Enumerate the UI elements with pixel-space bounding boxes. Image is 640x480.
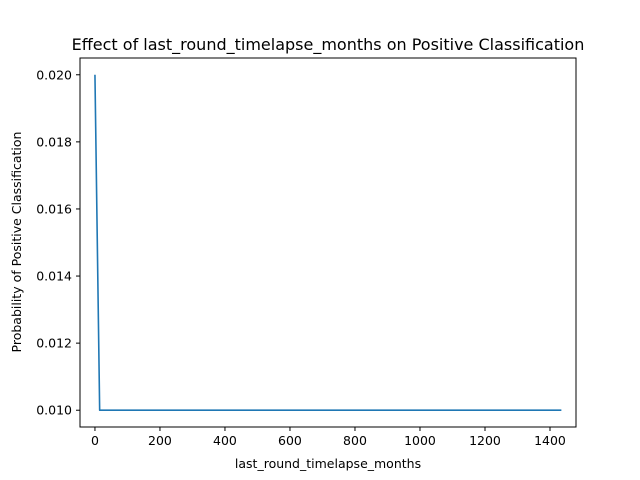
x-tick-label: 0 — [91, 433, 99, 448]
y-tick-label: 0.012 — [36, 336, 72, 351]
series-layer — [94, 74, 562, 412]
x-tick-label: 1000 — [404, 433, 436, 448]
x-tick-label: 200 — [148, 433, 172, 448]
x-tick-label: 600 — [278, 433, 302, 448]
y-tick-label: 0.014 — [36, 269, 72, 284]
x-tick-label: 1400 — [534, 433, 566, 448]
x-tick-label: 800 — [343, 433, 367, 448]
x-tick-label: 400 — [213, 433, 237, 448]
y-tick-label: 0.020 — [36, 67, 72, 82]
y-axis-label: Probability of Positive Classification — [9, 132, 24, 353]
x-axis-label: last_round_timelapse_months — [235, 456, 421, 471]
y-axis: 0.010 0.012 0.014 0.016 0.018 0.020 — [36, 67, 80, 418]
chart-title: Effect of last_round_timelapse_months on… — [72, 35, 585, 55]
y-tick-label: 0.010 — [36, 403, 72, 418]
series-line-0 — [94, 74, 562, 412]
y-tick-label: 0.018 — [36, 134, 72, 149]
y-tick-label: 0.016 — [36, 201, 72, 216]
x-axis: 0 200 400 600 800 1000 1200 1400 — [91, 427, 566, 448]
plot-area — [79, 57, 577, 428]
plot-frame — [79, 57, 577, 428]
x-tick-label: 1200 — [469, 433, 501, 448]
